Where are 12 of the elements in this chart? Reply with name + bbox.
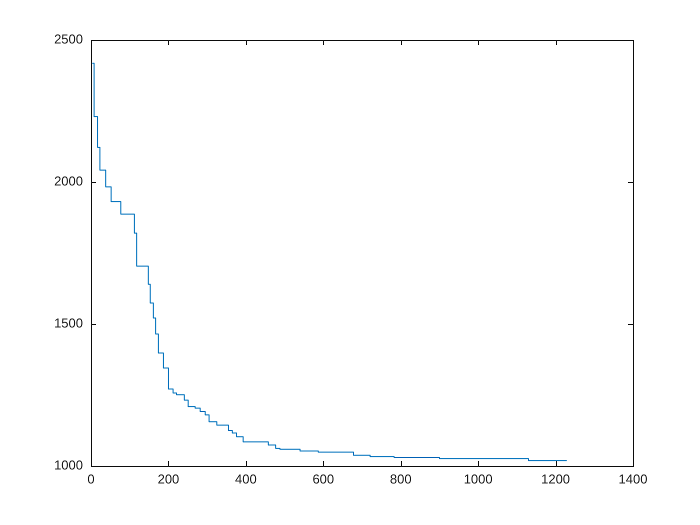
x-tick-label: 1400 [618,471,648,486]
y-tick-label: 1000 [54,458,83,473]
x-tick-label: 600 [312,471,334,486]
x-tick-label: 1000 [464,471,493,486]
x-tick-label: 200 [158,471,180,486]
x-tick-label: 800 [390,471,412,486]
y-tick-label: 2500 [54,32,83,47]
y-tick-label: 1500 [54,316,83,331]
x-tick-label: 400 [235,471,257,486]
x-tick-label: 1200 [541,471,570,486]
y-tick-label: 2000 [54,174,83,189]
x-tick-label: 0 [87,471,95,486]
